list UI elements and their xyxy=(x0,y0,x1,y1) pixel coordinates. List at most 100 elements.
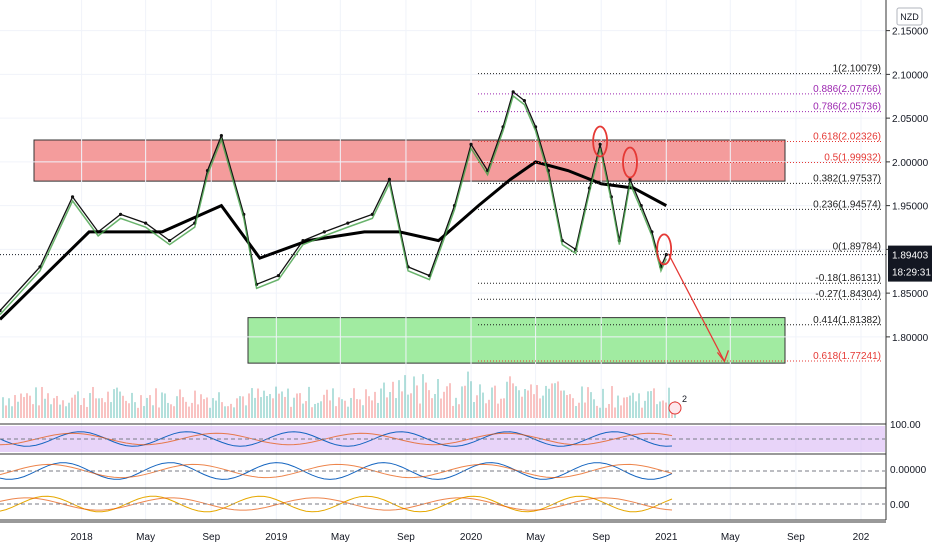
price-point xyxy=(387,177,392,181)
volume-bar xyxy=(137,407,139,418)
fib-label: 0.886(2.07766) xyxy=(813,84,881,95)
volume-bar xyxy=(404,375,406,418)
volume-bar xyxy=(26,393,28,418)
volume-bar xyxy=(206,397,208,418)
price-point xyxy=(628,177,632,181)
volume-bar xyxy=(530,384,532,418)
volume-bar xyxy=(176,396,178,418)
volume-bar xyxy=(467,371,469,418)
volume-bar xyxy=(302,403,304,418)
price-point xyxy=(168,239,172,243)
indicator-label: 0.00 xyxy=(890,500,910,511)
volume-bar xyxy=(218,392,220,418)
volume-bar xyxy=(608,403,610,418)
volume-bar xyxy=(554,383,556,418)
volume-bar xyxy=(641,407,643,418)
volume-bar xyxy=(272,398,274,418)
volume-bar xyxy=(332,388,334,418)
volume-bar xyxy=(650,391,652,418)
last-price-label: 1.89403 xyxy=(892,251,929,262)
price-tick-label: 2.00000 xyxy=(892,158,929,169)
volume-bar xyxy=(230,403,232,418)
volume-bar xyxy=(62,400,64,418)
volume-bar xyxy=(518,390,520,418)
volume-bar xyxy=(155,388,157,418)
volume-bar xyxy=(335,406,337,418)
last-price-tag xyxy=(888,245,932,282)
highlight-circle xyxy=(622,146,638,179)
volume-bar xyxy=(593,399,595,418)
volume-bar xyxy=(77,391,79,418)
price-tick-label: 1.85000 xyxy=(892,289,929,300)
price-point xyxy=(511,90,515,94)
price-point xyxy=(522,99,526,103)
volume-bar xyxy=(74,394,76,418)
volume-bar xyxy=(317,402,319,418)
volume-bar xyxy=(290,406,292,418)
time-tick-label: Sep xyxy=(397,532,415,543)
volume-bar xyxy=(293,397,295,418)
volume-bar xyxy=(8,398,10,418)
price-point xyxy=(322,230,326,234)
volume-bar xyxy=(197,404,199,418)
volume-bar xyxy=(152,405,154,418)
volume-bar xyxy=(449,383,451,418)
volume-bar xyxy=(185,401,187,418)
projection-arrow-head xyxy=(716,350,730,363)
fib-label: -0.18(1.86131) xyxy=(815,273,881,284)
volume-bar xyxy=(461,386,463,418)
volume-bar xyxy=(458,404,460,418)
resistance-zone xyxy=(33,139,786,182)
volume-bar xyxy=(569,394,571,418)
currency-label: NZD xyxy=(900,12,919,22)
volume-bar xyxy=(620,405,622,418)
volume-bar xyxy=(491,387,493,418)
price-point xyxy=(118,212,123,216)
price-tick-label: 1.95000 xyxy=(892,202,929,213)
volume-bar xyxy=(164,393,166,418)
volume-bar xyxy=(365,389,367,418)
volume-bar xyxy=(386,397,388,418)
indicator-label: 0.00000 xyxy=(890,465,927,476)
volume-bar xyxy=(425,382,427,418)
volume-bar xyxy=(656,404,658,418)
volume-bar xyxy=(500,398,502,418)
ma-line xyxy=(0,160,667,321)
support-zone xyxy=(247,317,786,364)
volume-bar xyxy=(476,395,478,418)
volume-bar xyxy=(17,401,19,418)
volume-bar xyxy=(617,395,619,418)
volume-bar xyxy=(392,381,394,418)
volume-bar xyxy=(539,398,541,418)
time-tick-label: May xyxy=(331,532,350,543)
volume-bar xyxy=(668,387,670,418)
indicator-line xyxy=(0,431,673,447)
volume-bar xyxy=(563,390,565,418)
volume-bar xyxy=(437,379,439,418)
volume-bar xyxy=(557,381,559,418)
volume-bar xyxy=(281,391,283,418)
volume-bar xyxy=(221,402,223,418)
volume-bar xyxy=(368,396,370,418)
volume-bar xyxy=(644,400,646,418)
volume-bar xyxy=(203,399,205,418)
volume-bar xyxy=(635,401,637,418)
volume-bar xyxy=(188,406,190,418)
volume-bar xyxy=(32,404,34,418)
volume-bar xyxy=(308,386,310,418)
volume-bar xyxy=(329,400,331,418)
volume-bar xyxy=(149,395,151,418)
event-badge-count: 2 xyxy=(682,394,687,404)
volume-bar xyxy=(14,395,16,418)
volume-bar xyxy=(572,398,574,418)
volume-bar xyxy=(533,394,535,418)
volume-bar xyxy=(659,401,661,418)
volume-bar xyxy=(341,399,343,418)
volume-bar xyxy=(653,388,655,418)
volume-bar xyxy=(497,403,499,418)
volume-bar xyxy=(452,405,454,418)
time-tick-label: 2020 xyxy=(460,532,483,543)
volume-bar xyxy=(338,397,340,418)
volume-bar xyxy=(455,397,457,418)
